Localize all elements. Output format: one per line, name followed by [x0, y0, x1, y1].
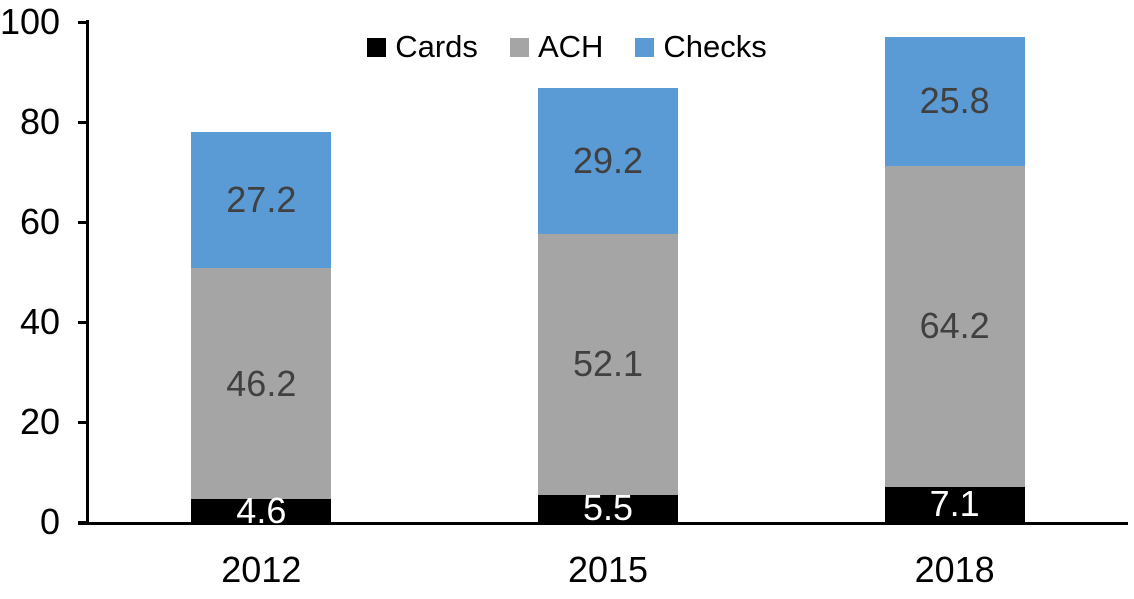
segment-cards-2018: 7.1	[884, 483, 1025, 525]
segment-checks-2015: 29.2	[538, 88, 678, 234]
y-axis-line	[86, 20, 89, 525]
y-tick-label: 100	[0, 1, 61, 42]
bar-2015: 29.2 52.1 5.5	[538, 88, 678, 526]
data-label: 7.1	[929, 483, 980, 525]
legend-label: Cards	[395, 29, 478, 64]
y-tick-label: 40	[19, 301, 60, 342]
x-axis-line	[78, 522, 1128, 525]
segment-ach-2012: 46.2	[191, 268, 332, 499]
segment-ach-2015: 52.1	[538, 234, 678, 495]
segment-ach-2018: 64.2	[884, 165, 1025, 487]
data-label: 25.8	[919, 80, 990, 121]
data-label: 52.1	[572, 343, 644, 385]
y-tick-mark	[78, 221, 88, 224]
legend-item-ach: ACH	[509, 29, 604, 65]
legend-swatch-icon	[509, 37, 529, 57]
bar-2012: 27.2 46.2 4.6	[191, 132, 332, 528]
segment-cards-2012: 4.6	[191, 492, 332, 528]
legend-item-cards: Cards	[367, 29, 478, 65]
legend-label: Checks	[663, 29, 767, 64]
legend-item-checks: Checks	[635, 29, 767, 65]
y-tick-label: 80	[19, 101, 60, 142]
y-tick-label: 20	[19, 401, 60, 442]
segment-checks-2012: 27.2	[191, 132, 332, 268]
y-tick-mark	[78, 421, 88, 424]
y-tick-mark	[78, 121, 88, 124]
data-label: 27.2	[226, 179, 297, 220]
category-label-2015: 2015	[567, 549, 649, 590]
y-tick-label: 60	[19, 201, 60, 242]
y-tick-mark	[78, 21, 88, 24]
segment-checks-2018: 25.8	[884, 36, 1025, 166]
data-label: 64.2	[919, 305, 990, 346]
legend-swatch-icon	[635, 37, 655, 57]
y-tick-mark	[78, 321, 88, 324]
data-label: 29.2	[572, 140, 644, 181]
data-label: 46.2	[226, 362, 297, 404]
bar-2018: 25.8 64.2 7.1	[884, 36, 1025, 525]
segment-cards-2015: 5.5	[538, 490, 678, 526]
y-tick-mark	[78, 521, 88, 524]
data-label: 5.5	[582, 487, 634, 529]
legend-label: ACH	[537, 29, 604, 64]
category-label-2018: 2018	[914, 549, 995, 590]
category-label-2012: 2012	[221, 549, 302, 590]
y-tick-label: 0	[39, 501, 60, 542]
legend-swatch-icon	[367, 37, 387, 57]
data-label: 4.6	[236, 489, 287, 531]
